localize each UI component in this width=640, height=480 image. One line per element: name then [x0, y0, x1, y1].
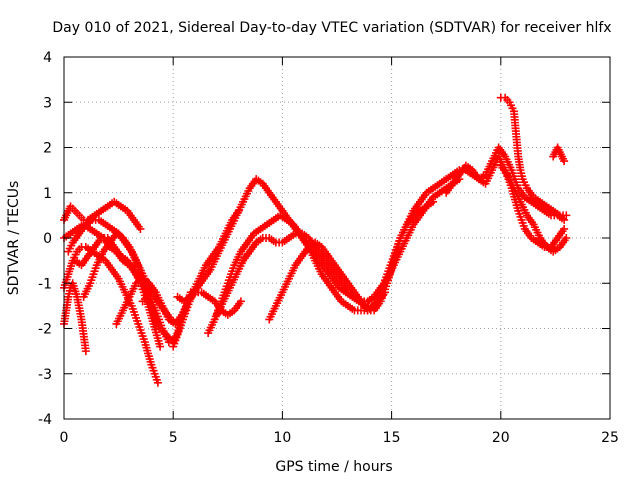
- x-tick-label: 5: [169, 430, 178, 446]
- y-tick-label: 3: [43, 95, 52, 111]
- x-tick-label: 25: [601, 430, 619, 446]
- data-point: [429, 197, 438, 206]
- chart-title: Day 010 of 2021, Sidereal Day-to-day VTE…: [52, 20, 611, 36]
- x-tick-label: 15: [383, 430, 401, 446]
- data-point: [562, 211, 571, 220]
- data-point: [136, 224, 145, 233]
- series-track-18: [79, 229, 160, 328]
- y-axis-label: SDTVAR / TECUs: [6, 181, 22, 296]
- x-tick-label: 20: [492, 430, 510, 446]
- data-point: [81, 347, 90, 356]
- series-track-2: [60, 279, 90, 356]
- data-point: [151, 319, 160, 328]
- y-tick-label: -1: [38, 276, 52, 292]
- y-tick-label: -3: [38, 367, 52, 383]
- series-track-15: [496, 161, 571, 256]
- series-track-16: [496, 93, 571, 220]
- data-point: [560, 224, 569, 233]
- y-tick-label: -2: [38, 322, 52, 338]
- y-tick-label: -4: [38, 412, 52, 428]
- x-axis-label: GPS time / hours: [275, 459, 392, 475]
- data-marks: [60, 93, 571, 387]
- data-point: [153, 378, 162, 387]
- series-track-13: [265, 197, 438, 324]
- series-track-1: [60, 197, 145, 233]
- data-point: [562, 234, 571, 242]
- series-track-10: [173, 143, 569, 315]
- y-tick-label: 2: [43, 141, 52, 157]
- data-point: [236, 297, 245, 306]
- x-tick-label: 10: [273, 430, 291, 446]
- data-point: [560, 157, 569, 166]
- data-point: [156, 342, 165, 351]
- y-tick-label: 4: [43, 50, 52, 66]
- data-point: [560, 215, 569, 224]
- y-tick-label: 0: [43, 231, 52, 247]
- axes-ticks: 0 5 10 15 20 25 -4 -3 -2 -1 0 1 2 3 4: [38, 50, 619, 446]
- y-tick-label: 1: [43, 186, 52, 202]
- x-tick-label: 0: [60, 430, 69, 446]
- series-track-17: [549, 143, 569, 166]
